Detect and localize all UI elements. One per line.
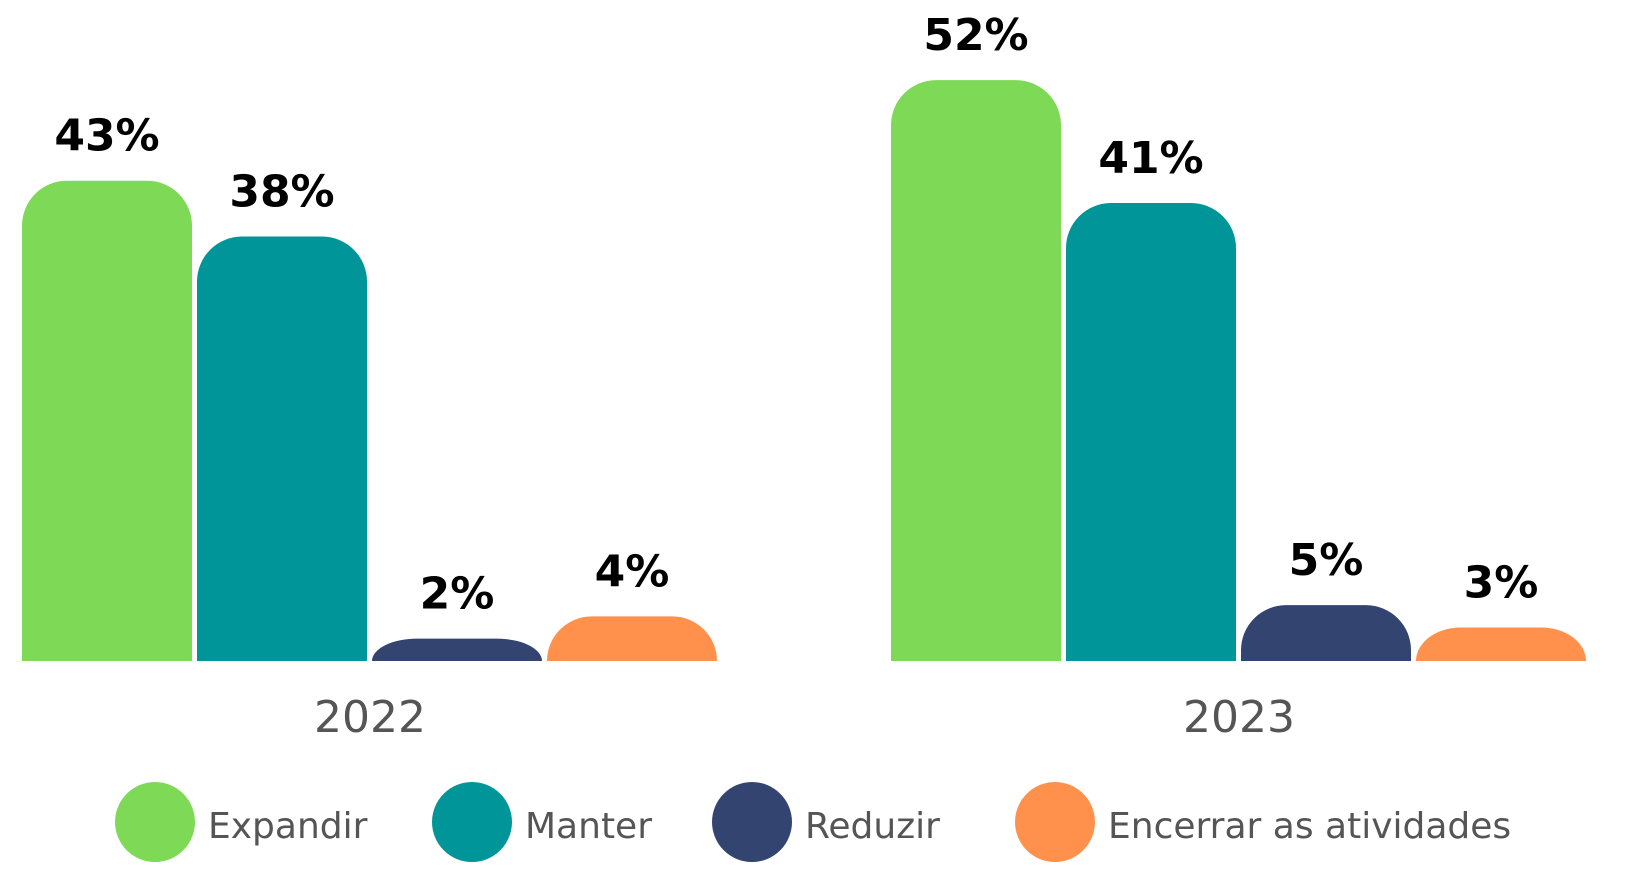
- legend-swatch: [1015, 782, 1095, 862]
- bar: [891, 80, 1061, 661]
- legend-label: Reduzir: [805, 806, 940, 847]
- legend-swatch: [432, 782, 512, 862]
- value-label: 3%: [1464, 557, 1539, 608]
- bar: [197, 236, 367, 662]
- legend-swatch: [115, 782, 195, 862]
- legend-label: Manter: [525, 806, 652, 847]
- bar: [372, 638, 542, 661]
- bar: [1241, 605, 1411, 661]
- value-label: 38%: [229, 167, 334, 218]
- value-label: 43%: [54, 111, 159, 162]
- bar: [22, 180, 192, 661]
- legend-label: Encerrar as atividades: [1108, 806, 1511, 847]
- bar: [1066, 203, 1236, 661]
- bar: [1416, 627, 1586, 661]
- legend-swatch: [712, 782, 792, 862]
- category-label: 2022: [314, 692, 426, 743]
- value-label: 52%: [923, 10, 1028, 61]
- category-label: 2023: [1183, 692, 1295, 743]
- legend-label: Expandir: [208, 806, 368, 847]
- value-label: 4%: [595, 546, 670, 597]
- bar: [547, 616, 717, 661]
- value-label: 5%: [1289, 535, 1364, 586]
- value-label: 2%: [420, 569, 495, 620]
- value-label: 41%: [1098, 133, 1203, 184]
